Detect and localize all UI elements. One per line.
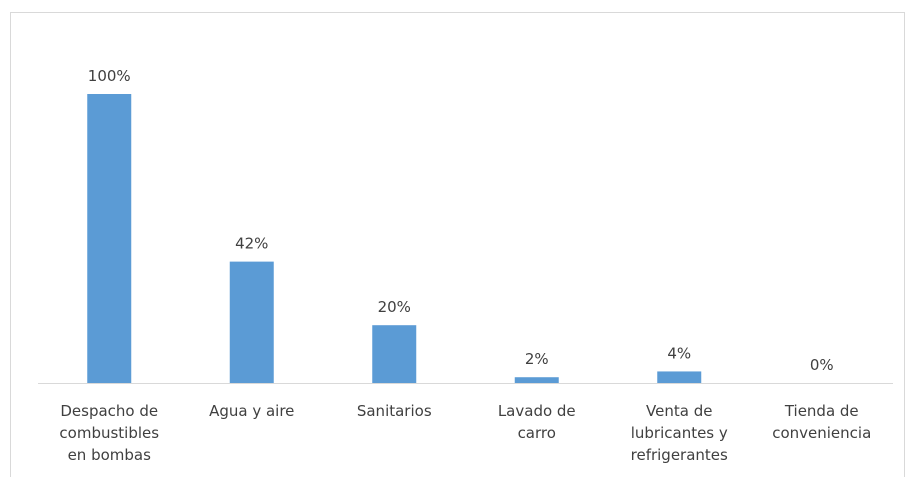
data-label: 0% bbox=[810, 356, 834, 374]
data-label: 100% bbox=[88, 67, 131, 85]
bar bbox=[657, 371, 702, 383]
data-label: 20% bbox=[378, 298, 411, 316]
x-tick-label: Venta de lubricantes y refrigerantes bbox=[631, 402, 728, 464]
bar bbox=[514, 377, 559, 383]
data-label: 4% bbox=[667, 344, 691, 362]
data-label: 42% bbox=[235, 235, 268, 253]
bar bbox=[372, 325, 417, 383]
x-tick-label: Despacho de combustibles en bombas bbox=[59, 402, 159, 464]
x-tick-label: Agua y aire bbox=[209, 402, 294, 420]
bar bbox=[87, 94, 132, 383]
x-tick-label: Tienda de conveniencia bbox=[772, 402, 871, 442]
x-tick-label: Lavado de carro bbox=[498, 402, 576, 442]
x-tick-label: Sanitarios bbox=[357, 402, 432, 420]
chart-frame bbox=[10, 12, 905, 477]
bar bbox=[229, 261, 274, 383]
data-label: 2% bbox=[525, 350, 549, 368]
